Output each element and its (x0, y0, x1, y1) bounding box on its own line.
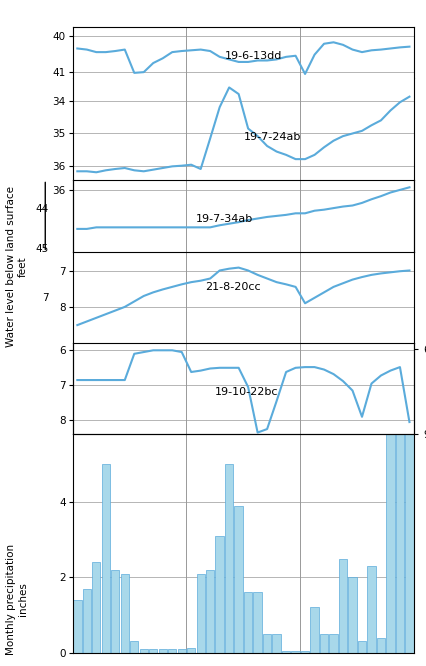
Bar (328, 634, 337, 653)
Bar (243, 593, 252, 653)
Bar (187, 648, 195, 653)
Bar (253, 593, 261, 653)
Bar (234, 506, 242, 653)
Text: Water level below land surface
feet: Water level below land surface feet (6, 186, 28, 347)
Bar (215, 536, 223, 653)
Bar (139, 649, 147, 653)
Text: 7: 7 (42, 293, 49, 303)
Bar (130, 641, 138, 653)
Bar (319, 634, 328, 653)
Text: 19-10-22bc: 19-10-22bc (214, 388, 278, 398)
Bar (92, 562, 100, 653)
Bar (386, 434, 394, 653)
Bar (262, 634, 271, 653)
Bar (101, 464, 110, 653)
Bar (196, 573, 204, 653)
Bar (272, 634, 280, 653)
Bar (168, 649, 176, 653)
Bar (404, 434, 413, 653)
Text: 21-8-20cc: 21-8-20cc (205, 282, 260, 292)
Bar (376, 637, 384, 653)
Bar (158, 649, 167, 653)
Text: 19-7-24ab: 19-7-24ab (243, 132, 300, 142)
Text: 44: 44 (36, 204, 49, 214)
Text: 45: 45 (36, 244, 49, 254)
Bar (395, 434, 403, 653)
Text: 19-7-34ab: 19-7-34ab (196, 214, 253, 224)
Bar (73, 600, 81, 653)
Bar (149, 649, 157, 653)
Bar (366, 566, 375, 653)
Bar (357, 641, 366, 653)
Bar (291, 651, 299, 653)
Bar (310, 607, 318, 653)
Bar (300, 651, 308, 653)
Bar (111, 570, 119, 653)
Bar (281, 651, 290, 653)
Bar (348, 577, 356, 653)
Bar (83, 589, 91, 653)
Bar (205, 570, 214, 653)
Bar (177, 649, 185, 653)
Bar (338, 559, 346, 653)
Text: Monthly precipitation
inches: Monthly precipitation inches (6, 544, 28, 655)
Bar (120, 573, 129, 653)
Bar (225, 464, 233, 653)
Text: 19-6-13dd: 19-6-13dd (224, 51, 281, 61)
